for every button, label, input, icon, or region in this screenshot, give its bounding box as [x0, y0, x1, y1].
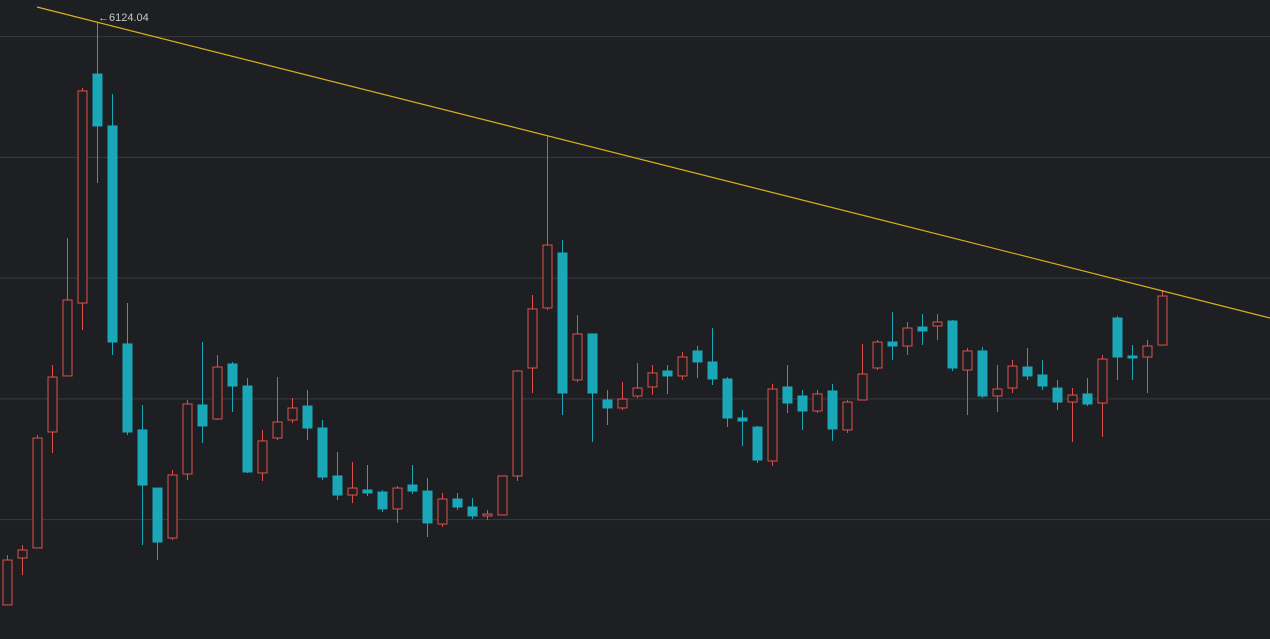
candle-body: [1067, 394, 1078, 403]
candle-body: [827, 390, 838, 430]
candle-body: [572, 333, 583, 381]
candle-body: [692, 350, 703, 363]
candle-body: [722, 378, 733, 419]
candle-body: [17, 549, 28, 559]
candle-body: [677, 356, 688, 377]
candle-body: [437, 498, 448, 525]
candle-body: [737, 417, 748, 422]
candle-body: [632, 387, 643, 397]
candle-body: [557, 252, 568, 394]
candle-body: [377, 491, 388, 510]
trend-line: [36, 6, 1270, 319]
candle-body: [947, 320, 958, 369]
candle-body: [107, 125, 118, 343]
candle-body: [272, 421, 283, 439]
candle-body: [392, 487, 403, 510]
candle-body: [482, 513, 493, 517]
candle-body: [1052, 387, 1063, 403]
candle-body: [77, 90, 88, 304]
candle-body: [1037, 374, 1048, 387]
candle-body: [287, 407, 298, 421]
candle-body: [887, 341, 898, 347]
candle-body: [137, 429, 148, 486]
candle-body: [167, 474, 178, 539]
candle-body: [182, 403, 193, 475]
candle-body: [302, 405, 313, 429]
candle-body: [542, 244, 553, 309]
candle-body: [422, 490, 433, 524]
candle-body: [497, 475, 508, 516]
candle-body: [92, 73, 103, 127]
candle-body: [452, 498, 463, 508]
candles: [2, 21, 1168, 606]
candle-body: [1112, 317, 1123, 358]
candle-body: [257, 440, 268, 474]
candle-body: [782, 386, 793, 404]
candle-body: [857, 373, 868, 401]
candle-body: [152, 487, 163, 543]
candle-body: [872, 341, 883, 369]
candle-body: [1007, 365, 1018, 389]
candle-body: [1097, 358, 1108, 404]
candle-body: [32, 437, 43, 549]
candle-body: [467, 506, 478, 517]
candle-body: [602, 399, 613, 409]
candle-body: [842, 401, 853, 431]
candle-body: [647, 372, 658, 388]
candle-body: [902, 327, 913, 347]
candle-body: [2, 559, 13, 606]
candle-body: [797, 395, 808, 412]
candle-body: [662, 370, 673, 377]
candle-body: [587, 333, 598, 394]
candle-body: [992, 388, 1003, 397]
candle-body: [62, 299, 73, 377]
candle-body: [362, 489, 373, 494]
candle-body: [512, 370, 523, 477]
candle-body: [347, 487, 358, 496]
candle-body: [767, 388, 778, 462]
peak-annotation: ←6124.04: [98, 12, 149, 24]
candle-body: [707, 361, 718, 380]
candle-body: [752, 426, 763, 461]
candle-body: [1082, 393, 1093, 405]
candle-body: [977, 350, 988, 397]
candle-body: [1142, 345, 1153, 358]
candle-body: [617, 398, 628, 409]
candle-body: [317, 427, 328, 478]
candle-body: [332, 475, 343, 496]
candle-body: [917, 326, 928, 332]
candle-body: [407, 484, 418, 492]
candle-body: [197, 404, 208, 427]
candle-body: [812, 393, 823, 412]
candle-body: [242, 385, 253, 473]
candle-body: [1157, 295, 1168, 346]
candle-body: [1022, 366, 1033, 377]
candle-body: [212, 366, 223, 420]
candle-body: [47, 376, 58, 433]
candle-body: [1127, 355, 1138, 359]
candle-body: [527, 308, 538, 369]
candle-body: [227, 363, 238, 387]
candle-body: [962, 350, 973, 371]
candle-body: [932, 321, 943, 327]
candle-body: [122, 343, 133, 433]
